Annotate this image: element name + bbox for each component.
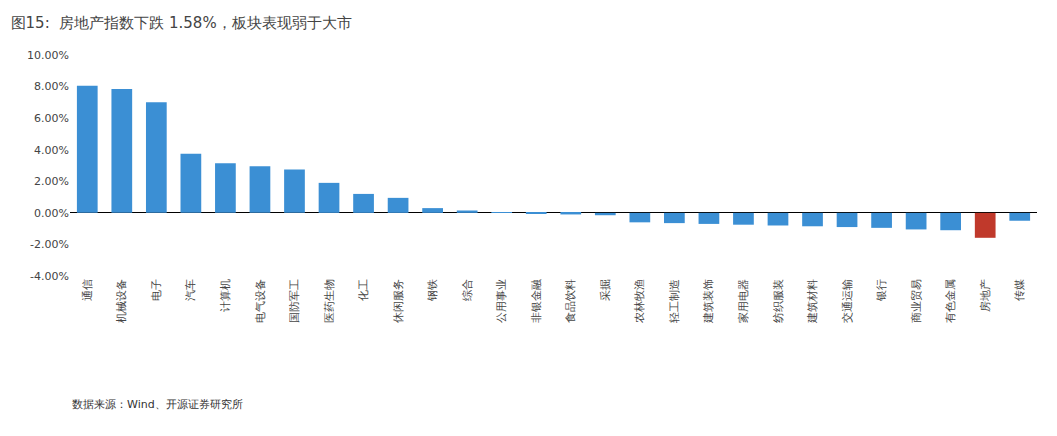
svg-text:轻工制造: 轻工制造 (668, 279, 681, 323)
svg-text:建筑材料: 建筑材料 (806, 279, 819, 324)
svg-text:0.00%: 0.00% (34, 207, 69, 220)
svg-text:2.00%: 2.00% (34, 175, 69, 188)
svg-text:图15: 房地产指数下跌 1.58%，板块表现弱于大市: 图15: 房地产指数下跌 1.58%，板块表现弱于大市 (11, 14, 352, 32)
svg-text:通信: 通信 (81, 279, 94, 301)
svg-text:非银金融: 非银金融 (530, 279, 543, 323)
svg-text:有色金属: 有色金属 (944, 279, 957, 323)
svg-text:-4.00%: -4.00% (30, 270, 69, 283)
svg-text:10.00%: 10.00% (27, 49, 69, 62)
svg-text:电气设备: 电气设备 (254, 279, 267, 323)
svg-text:食品饮料: 食品饮料 (564, 279, 577, 323)
svg-text:银行: 银行 (875, 279, 888, 302)
svg-text:化工: 化工 (357, 279, 370, 301)
svg-text:汽车: 汽车 (184, 279, 197, 301)
svg-text:交通运输: 交通运输 (841, 279, 854, 323)
svg-text:建筑装饰: 建筑装饰 (702, 279, 715, 324)
svg-text:综合: 综合 (461, 279, 474, 301)
svg-text:房地产: 房地产 (979, 279, 992, 312)
svg-text:休闲服务: 休闲服务 (392, 279, 405, 323)
svg-text:公用事业: 公用事业 (495, 279, 508, 323)
svg-text:计算机: 计算机 (219, 279, 232, 312)
svg-text:机械设备: 机械设备 (115, 279, 128, 323)
svg-text:6.00%: 6.00% (34, 112, 69, 125)
svg-text:农林牧渔: 农林牧渔 (633, 279, 646, 323)
svg-text:数据来源：Wind、开源证券研究所: 数据来源：Wind、开源证券研究所 (72, 398, 243, 411)
svg-text:-2.00%: -2.00% (30, 238, 69, 251)
svg-text:采掘: 采掘 (599, 279, 612, 301)
svg-text:家用电器: 家用电器 (737, 279, 750, 323)
svg-text:钢铁: 钢铁 (426, 279, 439, 302)
svg-text:电子: 电子 (150, 279, 163, 301)
svg-text:传媒: 传媒 (1013, 279, 1026, 301)
svg-text:纺织服装: 纺织服装 (772, 279, 785, 323)
svg-text:医药生物: 医药生物 (323, 279, 336, 323)
svg-text:8.00%: 8.00% (34, 80, 69, 93)
svg-text:4.00%: 4.00% (34, 144, 69, 157)
svg-text:国防军工: 国防军工 (288, 279, 301, 323)
svg-text:商业贸易: 商业贸易 (910, 279, 923, 323)
